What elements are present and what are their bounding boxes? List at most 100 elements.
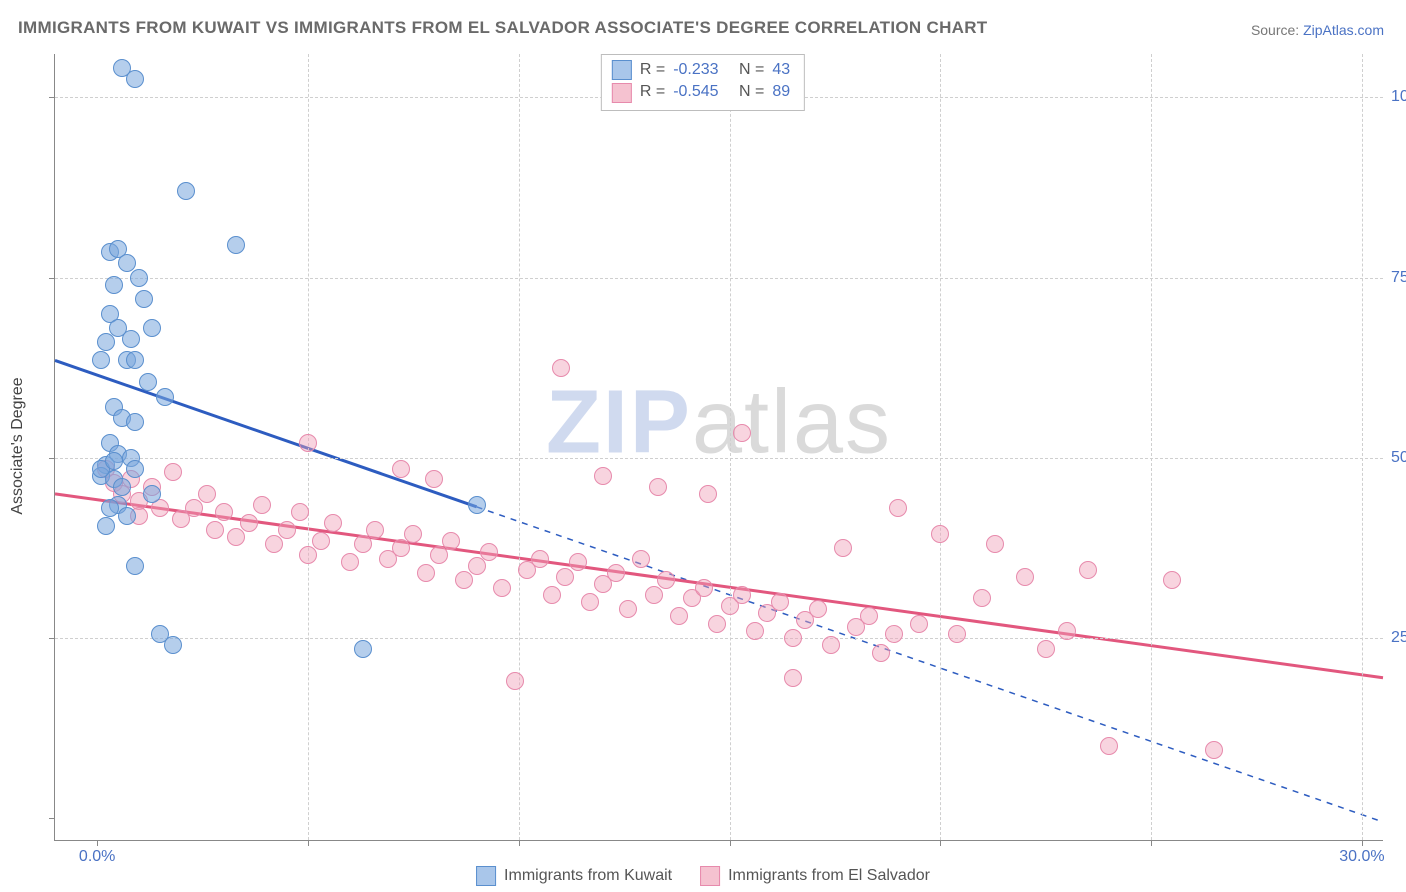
- x-tick: [97, 840, 98, 846]
- data-point-elsalvador: [531, 550, 549, 568]
- y-tick-label: 75.0%: [1391, 269, 1406, 287]
- n-label: N =: [739, 59, 764, 81]
- data-point-elsalvador: [733, 424, 751, 442]
- data-point-kuwait: [113, 478, 131, 496]
- chart-title: IMMIGRANTS FROM KUWAIT VS IMMIGRANTS FRO…: [18, 18, 988, 38]
- data-point-elsalvador: [253, 496, 271, 514]
- series-legend: Immigrants from Kuwait Immigrants from E…: [476, 866, 930, 886]
- data-point-kuwait: [101, 499, 119, 517]
- data-point-elsalvador: [341, 553, 359, 571]
- data-point-elsalvador: [354, 535, 372, 553]
- data-point-elsalvador: [430, 546, 448, 564]
- data-point-elsalvador: [215, 503, 233, 521]
- data-point-elsalvador: [619, 600, 637, 618]
- data-point-elsalvador: [198, 485, 216, 503]
- legend-label-kuwait: Immigrants from Kuwait: [504, 867, 672, 885]
- y-tick-label: 25.0%: [1391, 629, 1406, 647]
- data-point-elsalvador: [185, 499, 203, 517]
- data-point-elsalvador: [708, 615, 726, 633]
- data-point-elsalvador: [480, 543, 498, 561]
- legend-item-kuwait: Immigrants from Kuwait: [476, 866, 672, 886]
- r-value-kuwait: -0.233: [673, 59, 718, 81]
- data-point-elsalvador: [594, 467, 612, 485]
- data-point-elsalvador: [910, 615, 928, 633]
- source-prefix: Source:: [1251, 22, 1303, 38]
- data-point-elsalvador: [885, 625, 903, 643]
- data-point-elsalvador: [784, 629, 802, 647]
- data-point-kuwait: [468, 496, 486, 514]
- data-point-elsalvador: [312, 532, 330, 550]
- source-credit: Source: ZipAtlas.com: [1251, 22, 1384, 38]
- data-point-elsalvador: [455, 571, 473, 589]
- trend-lines-svg: [55, 54, 1383, 840]
- data-point-elsalvador: [552, 359, 570, 377]
- correlation-legend: R = -0.233 N = 43 R = -0.545 N = 89: [601, 54, 805, 111]
- data-point-elsalvador: [931, 525, 949, 543]
- n-label: N =: [739, 81, 764, 103]
- data-point-elsalvador: [695, 579, 713, 597]
- data-point-elsalvador: [860, 607, 878, 625]
- x-tick-label: 0.0%: [79, 848, 115, 866]
- data-point-elsalvador: [417, 564, 435, 582]
- data-point-kuwait: [227, 236, 245, 254]
- swatch-kuwait: [612, 60, 632, 80]
- gridline-v: [730, 54, 731, 840]
- data-point-elsalvador: [657, 571, 675, 589]
- data-point-elsalvador: [206, 521, 224, 539]
- data-point-elsalvador: [889, 499, 907, 517]
- x-tick: [519, 840, 520, 846]
- data-point-elsalvador: [291, 503, 309, 521]
- data-point-elsalvador: [670, 607, 688, 625]
- y-tick: [49, 458, 55, 459]
- plot-area: ZIPatlas 25.0%50.0%75.0%100.0%0.0%30.0%: [54, 54, 1383, 841]
- watermark: ZIPatlas: [546, 372, 892, 475]
- gridline-h: [55, 278, 1383, 279]
- data-point-elsalvador: [543, 586, 561, 604]
- y-tick: [49, 638, 55, 639]
- data-point-kuwait: [97, 333, 115, 351]
- data-point-elsalvador: [645, 586, 663, 604]
- data-point-kuwait: [164, 636, 182, 654]
- data-point-kuwait: [118, 507, 136, 525]
- data-point-kuwait: [126, 351, 144, 369]
- data-point-kuwait: [143, 319, 161, 337]
- data-point-elsalvador: [404, 525, 422, 543]
- gridline-h: [55, 638, 1383, 639]
- data-point-elsalvador: [771, 593, 789, 611]
- data-point-elsalvador: [649, 478, 667, 496]
- data-point-elsalvador: [366, 521, 384, 539]
- data-point-kuwait: [126, 557, 144, 575]
- data-point-elsalvador: [973, 589, 991, 607]
- y-tick-label: 100.0%: [1391, 88, 1406, 106]
- source-link[interactable]: ZipAtlas.com: [1303, 22, 1384, 38]
- data-point-elsalvador: [493, 579, 511, 597]
- data-point-elsalvador: [299, 546, 317, 564]
- data-point-elsalvador: [468, 557, 486, 575]
- x-tick: [308, 840, 309, 846]
- data-point-elsalvador: [506, 672, 524, 690]
- legend-item-elsalvador: Immigrants from El Salvador: [700, 866, 930, 886]
- data-point-elsalvador: [265, 535, 283, 553]
- data-point-elsalvador: [278, 521, 296, 539]
- gridline-v: [519, 54, 520, 840]
- data-point-elsalvador: [822, 636, 840, 654]
- data-point-elsalvador: [948, 625, 966, 643]
- data-point-kuwait: [126, 460, 144, 478]
- n-value-elsalvador: 89: [772, 81, 790, 103]
- data-point-elsalvador: [240, 514, 258, 532]
- legend-row-kuwait: R = -0.233 N = 43: [612, 59, 790, 81]
- y-axis-label: Associate's Degree: [9, 377, 27, 514]
- y-tick: [49, 97, 55, 98]
- y-tick-label: 50.0%: [1391, 449, 1406, 467]
- data-point-elsalvador: [227, 528, 245, 546]
- swatch-elsalvador: [612, 83, 632, 103]
- data-point-elsalvador: [986, 535, 1004, 553]
- gridline-h: [55, 458, 1383, 459]
- trendline-dash-kuwait: [477, 507, 1383, 822]
- y-tick: [49, 818, 55, 819]
- x-tick: [730, 840, 731, 846]
- x-tick: [940, 840, 941, 846]
- x-tick: [1151, 840, 1152, 846]
- data-point-kuwait: [105, 276, 123, 294]
- data-point-kuwait: [135, 290, 153, 308]
